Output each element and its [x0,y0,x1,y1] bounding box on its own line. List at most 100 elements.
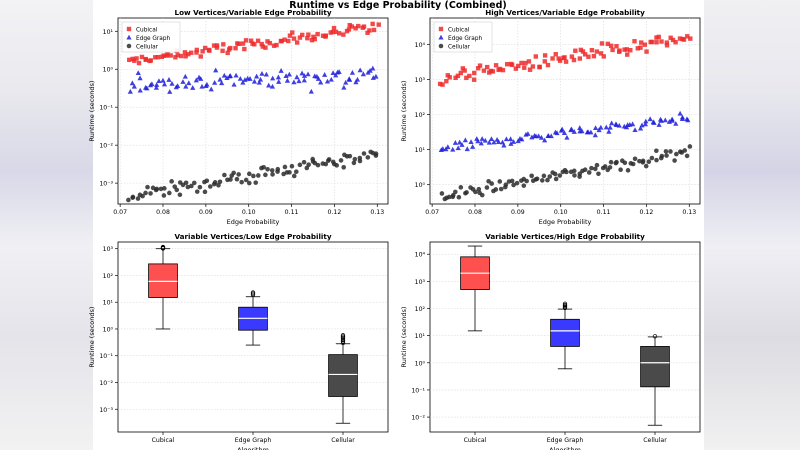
data-point [440,82,445,87]
data-point [662,117,668,123]
data-point [257,76,264,82]
data-point [148,191,153,196]
data-point [606,128,612,134]
data-point [458,70,463,76]
data-point [654,157,659,163]
data-point [635,46,640,51]
data-point [190,85,196,90]
data-point [328,76,334,82]
x-axis-label: Algorithm [549,446,581,450]
data-point [573,48,578,53]
data-point [679,114,686,120]
data-point [287,33,293,38]
data-point [524,178,529,184]
data-point [247,76,253,81]
data-point [194,50,199,55]
data-point [153,84,159,90]
data-point [673,40,678,45]
data-point [542,137,548,143]
data-point [490,69,496,74]
data-point [315,76,321,81]
data-point [202,45,208,51]
data-point [191,180,197,186]
data-point [347,153,353,159]
data-point [508,141,514,146]
x-tick-label: 0.08 [468,209,482,216]
x-tick-label: 0.07 [425,209,439,216]
data-point [294,74,300,80]
data-point [450,192,456,198]
data-point [186,51,191,57]
data-point [144,85,150,91]
data-point [189,183,194,189]
data-point [214,43,220,48]
data-point [299,70,305,76]
data-point [155,54,161,60]
data-point [370,65,376,71]
data-point [270,75,276,81]
data-point [354,76,361,82]
series-cubical [437,34,693,87]
data-point [682,148,688,153]
data-point [161,81,168,87]
data-point [287,170,292,175]
data-point [237,75,243,81]
outlier [652,334,658,339]
data-point [260,44,265,49]
data-point [278,68,284,73]
data-point [651,120,657,125]
data-point [259,70,265,76]
data-point [290,30,295,35]
data-point [265,39,270,44]
data-point [227,73,233,78]
data-point [312,36,317,42]
data-point [330,29,336,35]
data-point [222,172,227,178]
data-point [586,170,592,175]
data-point [282,164,288,170]
data-point [318,79,324,85]
data-point [143,57,149,62]
figure-title: Runtime vs Edge Probability (Combined) [289,0,506,11]
data-point [552,171,558,177]
data-point [338,158,344,163]
data-point [370,21,375,27]
data-point [291,173,297,179]
data-point [459,142,465,147]
data-point [135,70,141,76]
data-point [199,83,205,89]
data-point [464,146,470,152]
data-point [504,62,510,67]
data-point [569,54,575,59]
data-point [346,27,352,32]
data-point [185,184,191,190]
data-point [637,158,642,164]
data-point [137,75,143,81]
data-point [140,193,145,199]
data-point [632,127,638,133]
data-point [326,157,332,162]
data-point [510,139,517,144]
data-point [444,78,449,84]
y-axis-label: Runtime (seconds) [400,81,408,142]
data-point [194,47,199,53]
data-point [373,73,379,79]
data-point [632,156,638,162]
data-point [656,34,661,40]
data-point [182,73,188,79]
data-point [545,177,550,183]
data-point [455,145,461,151]
legend-frame [121,21,181,53]
data-point [206,47,212,53]
data-point [559,126,565,132]
data-point [256,79,262,85]
legend-label: Cubical [136,27,158,33]
data-point [279,38,284,44]
data-point [625,168,631,173]
data-point [349,69,356,75]
data-point [204,178,210,184]
data-point [231,170,236,176]
legend-marker [438,34,444,40]
data-point [149,81,155,87]
data-point [246,180,252,186]
